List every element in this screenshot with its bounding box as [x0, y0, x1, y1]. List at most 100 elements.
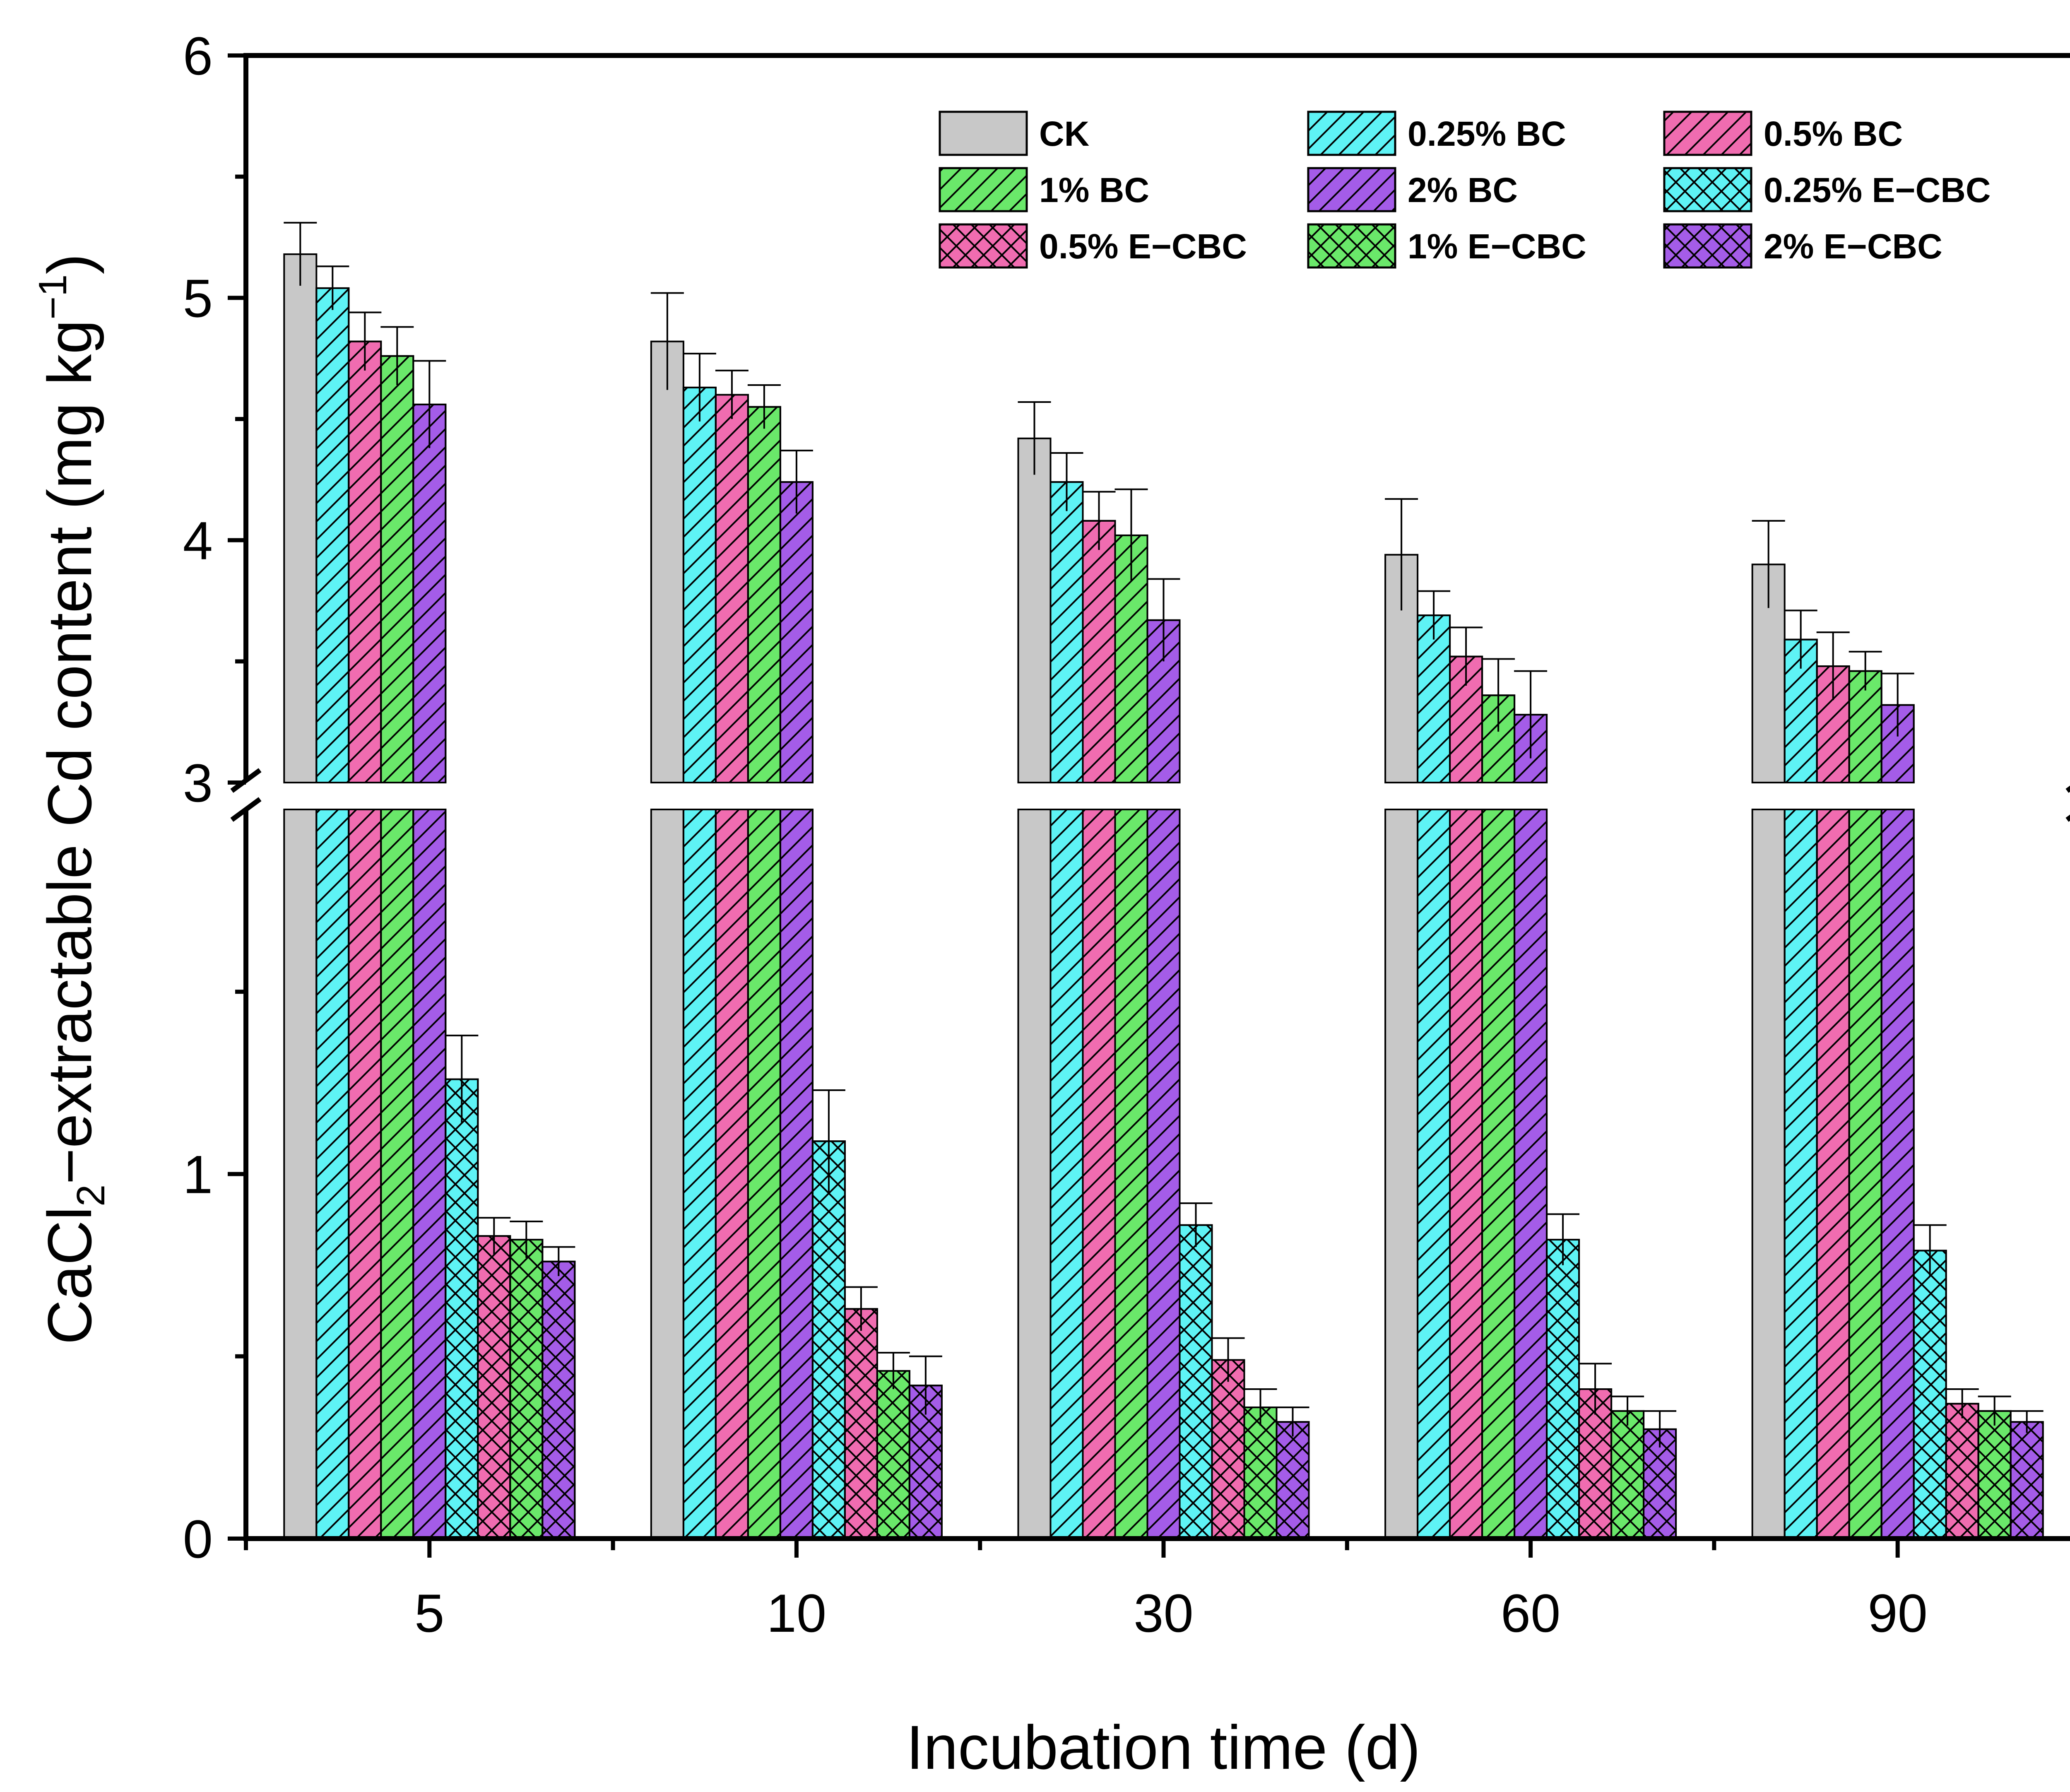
bar-pattern [445, 1078, 479, 1540]
bar-90d-7 [1977, 1410, 2012, 1539]
bar-90d-6 [1945, 1403, 1979, 1540]
error-bar-60d-6 [1579, 1363, 1612, 1415]
legend-swatch-pattern [1663, 111, 1752, 156]
bar-30d-6 [1211, 1359, 1245, 1539]
error-bar-60d-0 [1385, 498, 1418, 611]
bar-10d-8 [908, 1385, 943, 1539]
bar-lower-pattern [1049, 809, 1084, 1539]
bar-pattern [1913, 1250, 1947, 1539]
bar-lower-segment [1017, 809, 1052, 1539]
bar-lower-pattern [1784, 809, 1818, 1539]
legend-label: 1% E−CBC [1408, 227, 1586, 266]
bar-upper-segment [650, 340, 684, 783]
bar-pattern [1243, 1407, 1278, 1540]
x-tick-label: 90 [1868, 1583, 1928, 1643]
error-bar-90d-4 [1881, 672, 1914, 737]
bar-60d-5 [1546, 1238, 1580, 1539]
error-bar-60d-3 [1482, 658, 1515, 732]
bar-pattern [1211, 1359, 1245, 1539]
bar-30d-5 [1179, 1224, 1213, 1539]
bar-30d-1 [1049, 481, 1084, 1539]
error-bar-5d-4 [413, 360, 446, 448]
bar-60d-3 [1481, 694, 1516, 1539]
error-bar-10d-6 [844, 1286, 878, 1331]
bar-10d-6 [844, 1308, 878, 1539]
bar-10d-3 [747, 406, 781, 1539]
bar-lower-pattern [1114, 809, 1148, 1539]
bar-lower-segment [1384, 809, 1419, 1539]
bar-lower-pattern [682, 809, 717, 1539]
error-bar-10d-8 [909, 1355, 942, 1415]
bar-lower-pattern [1449, 809, 1483, 1539]
y-title-main: CaCl [35, 1207, 104, 1344]
bar-pattern [876, 1370, 910, 1539]
y-tick-label: 6 [183, 26, 213, 86]
bar-10d-1 [682, 386, 717, 1539]
error-bar-5d-8 [542, 1246, 575, 1277]
bar-90d-8 [2010, 1421, 2044, 1539]
bar-lower-pattern [348, 809, 382, 1539]
bar-upper-pattern [1417, 614, 1451, 783]
legend-label: 0.25% E−CBC [1764, 171, 1991, 210]
bar-5d-0 [283, 253, 318, 1539]
error-bar-10d-1 [683, 352, 716, 422]
bar-10d-2 [715, 394, 749, 1539]
bar-pattern [844, 1308, 878, 1539]
legend-label: 2% E−CBC [1764, 227, 1942, 266]
bar-pattern [1977, 1410, 2012, 1539]
legend-swatch-pattern [1663, 223, 1752, 269]
error-bar-10d-5 [812, 1089, 845, 1192]
bar-lower-pattern [1848, 809, 1882, 1539]
bar-60d-7 [1610, 1410, 1645, 1539]
bar-60d-6 [1578, 1388, 1613, 1540]
error-bar-30d-0 [1018, 401, 1051, 475]
x-tick-label: 60 [1501, 1583, 1561, 1643]
bar-5d-4 [412, 403, 447, 1539]
legend-label: 0.5% BC [1764, 114, 1903, 153]
legend-swatch-pattern [1307, 223, 1396, 269]
x-axis-title: Incubation time (d) [906, 1713, 1420, 1782]
error-bar-30d-3 [1114, 488, 1148, 582]
bar-lower-pattern [1481, 809, 1516, 1539]
y-title-superscript: −1 [31, 275, 75, 320]
bar-90d-0 [1751, 564, 1786, 1539]
bar-pattern [477, 1235, 511, 1540]
error-bar-30d-6 [1211, 1337, 1245, 1382]
axis-break-left-mark-lower [230, 797, 262, 822]
legend-item: 0.25% BC [1307, 111, 1566, 156]
bar-90d-2 [1816, 665, 1850, 1539]
legend-item: 0.5% BC [1663, 111, 1903, 156]
bar-90d-4 [1880, 704, 1915, 1539]
bar-upper-pattern [1049, 481, 1084, 783]
legend-item: 2% E−CBC [1663, 223, 1942, 269]
ticks-layer: 5 10 30 60 90 0 1 3 4 5 6 [183, 26, 1928, 1643]
y-tick-label: 0 [183, 1509, 213, 1569]
error-bar-5d-1 [316, 265, 349, 310]
bar-30d-0 [1017, 437, 1052, 1539]
legend-label: 0.25% BC [1408, 114, 1566, 153]
error-bar-30d-7 [1244, 1388, 1277, 1426]
bar-lower-pattern [1816, 809, 1850, 1539]
error-bar-5d-7 [510, 1220, 543, 1258]
bar-lower-pattern [1146, 809, 1181, 1539]
bar-lower-segment [650, 809, 684, 1539]
bar-lower-pattern [1880, 809, 1915, 1539]
legend-swatch-pattern [1663, 167, 1752, 212]
legend-swatch-pattern [939, 223, 1028, 269]
error-bar-60d-5 [1546, 1213, 1580, 1265]
bar-10d-5 [811, 1140, 846, 1539]
bar-10d-7 [876, 1370, 910, 1539]
bar-5d-7 [509, 1238, 544, 1539]
bar-90d-1 [1784, 638, 1818, 1539]
y-tick-label: 5 [183, 268, 213, 328]
bars-layer [283, 253, 2044, 1540]
error-bar-90d-6 [1945, 1388, 1979, 1419]
bar-lower-pattern [1417, 809, 1451, 1539]
error-bar-60d-7 [1611, 1395, 1644, 1426]
bar-lower-pattern [412, 809, 447, 1539]
bar-90d-5 [1913, 1250, 1947, 1539]
bar-60d-1 [1417, 614, 1451, 1539]
error-bar-90d-8 [2010, 1410, 2044, 1433]
error-bar-60d-4 [1514, 670, 1548, 759]
